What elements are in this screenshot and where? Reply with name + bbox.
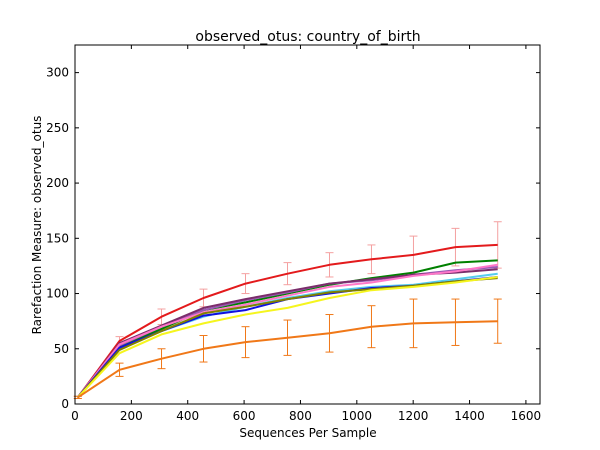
y-axis-label: Rarefaction Measure: observed_otus — [30, 116, 44, 335]
series-line-0 — [76, 243, 498, 398]
y-tick-label: 50 — [54, 342, 69, 356]
x-tick-label: 1600 — [511, 409, 542, 423]
plot-frame — [74, 44, 541, 405]
x-tick-label: 800 — [289, 409, 312, 423]
axes: 0 200 400 600 800 1000 1200 1400 1600 0 50 100 150 20… — [46, 45, 541, 423]
x-tick-label: 200 — [120, 409, 143, 423]
y-tick-label: 100 — [46, 287, 69, 301]
x-tick-label: 1000 — [342, 409, 373, 423]
error-bars-series-9 — [73, 298, 502, 399]
series-line-7 — [77, 277, 498, 399]
x-axis-label: Sequences Per Sample — [239, 426, 376, 440]
series-line-1 — [77, 259, 498, 399]
x-tick-label: 400 — [176, 409, 199, 423]
error-bars-series-0 — [73, 221, 502, 399]
x-tick-label: 0 — [71, 409, 79, 423]
x-tick-label: 1400 — [454, 409, 485, 423]
y-tick-label: 300 — [46, 66, 69, 80]
series-line-8 — [77, 276, 498, 399]
x-tick-label: 600 — [233, 409, 256, 423]
chart-title: observed_otus: country_of_birth — [195, 29, 420, 45]
y-tick-label: 150 — [46, 231, 69, 245]
series-line-9 — [77, 320, 498, 399]
x-tick-label: 1200 — [398, 409, 429, 423]
y-tick-label: 0 — [61, 397, 69, 411]
series-line-4 — [77, 263, 498, 399]
plot-area — [73, 221, 502, 399]
y-tick-label: 200 — [46, 176, 69, 190]
y-tick-label: 250 — [46, 121, 69, 135]
